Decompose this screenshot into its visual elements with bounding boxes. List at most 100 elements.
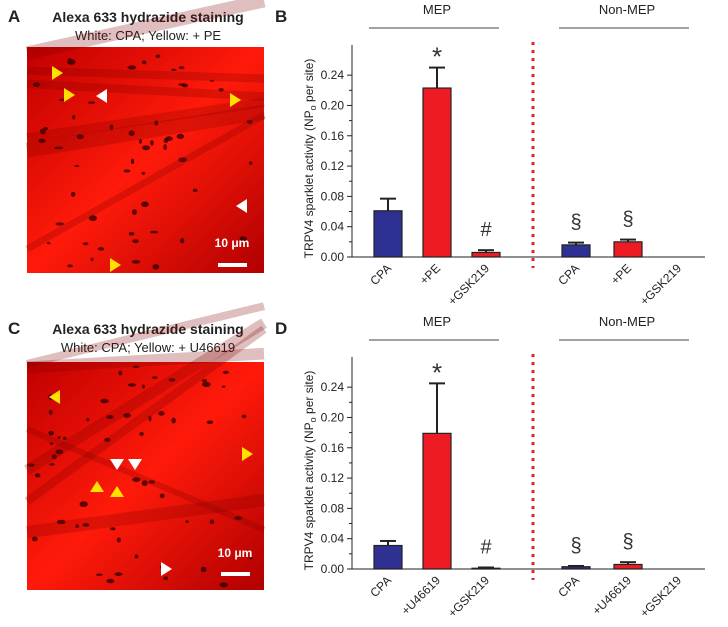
spot xyxy=(154,120,159,126)
spot xyxy=(185,520,189,524)
micrograph xyxy=(25,0,266,273)
spot xyxy=(149,230,159,234)
bar-label: * xyxy=(432,42,442,72)
spot xyxy=(82,242,89,246)
spot xyxy=(132,239,139,244)
spot xyxy=(127,383,137,387)
x-tick-label: CPA xyxy=(367,573,394,600)
spot xyxy=(32,536,38,542)
fiber xyxy=(26,79,265,101)
scale-bar xyxy=(218,263,247,267)
fiber xyxy=(24,318,267,475)
spot xyxy=(48,409,53,415)
spot xyxy=(176,133,185,139)
spot xyxy=(55,222,64,226)
y-axis-label: TRPV4 sparklet activity (NPo per site) xyxy=(302,371,318,571)
y-tick-label: 0.16 xyxy=(321,129,345,143)
spot xyxy=(55,449,64,455)
micrograph xyxy=(24,302,267,590)
spot xyxy=(72,115,76,120)
spot xyxy=(132,477,141,482)
y-tick-label: 0.00 xyxy=(321,250,345,264)
panel-title: Alexa 633 hydrazide staining xyxy=(52,9,243,25)
fiber xyxy=(26,66,265,83)
x-tick-label: +PE xyxy=(417,261,443,287)
panel-letter: A xyxy=(8,7,20,26)
spot xyxy=(148,480,156,484)
spot xyxy=(239,236,247,241)
y-tick-label: 0.00 xyxy=(321,562,345,576)
spot xyxy=(201,379,208,383)
spot xyxy=(32,82,41,88)
panel-title: Alexa 633 hydrazide staining xyxy=(52,321,243,337)
y-axis-label-part: per site) xyxy=(302,371,316,418)
bar xyxy=(613,241,643,258)
x-tick-label: CPA xyxy=(555,573,582,600)
spot xyxy=(138,138,142,144)
spot xyxy=(97,247,105,251)
y-tick-label: 0.04 xyxy=(321,532,345,546)
bar xyxy=(561,566,591,570)
y-axis-label: TRPV4 sparklet activity (NPo per site) xyxy=(302,59,318,259)
spot xyxy=(114,572,123,576)
spot xyxy=(104,437,111,442)
spot xyxy=(163,144,167,151)
spot xyxy=(54,146,64,150)
spot xyxy=(201,381,211,387)
spot xyxy=(210,79,215,82)
fiber xyxy=(26,302,265,368)
spot xyxy=(132,365,140,369)
x-tick-label: +GSK219 xyxy=(637,573,684,620)
spot xyxy=(171,417,176,424)
x-tick-label: +U46619 xyxy=(590,573,635,618)
spot xyxy=(219,582,228,588)
panel-subtitle: White: CPA; Yellow: + U46619 xyxy=(61,340,235,355)
spot xyxy=(158,411,165,416)
arrow xyxy=(236,199,247,213)
spot xyxy=(86,417,90,422)
spot xyxy=(241,414,247,419)
spot xyxy=(56,519,66,525)
spot xyxy=(48,430,55,436)
y-axis-label-part: TRPV4 sparklet activity (NP xyxy=(302,422,316,570)
spot xyxy=(209,519,215,524)
x-tick-label: +GSK219 xyxy=(445,261,492,308)
y-axis-label-part: o xyxy=(308,417,318,422)
spot xyxy=(49,442,54,445)
spot xyxy=(192,188,198,193)
bar xyxy=(561,244,591,258)
x-tick-label: CPA xyxy=(555,261,582,288)
group-label: Non-MEP xyxy=(599,2,655,17)
spot xyxy=(234,516,243,520)
arrow xyxy=(96,89,107,103)
spot xyxy=(67,264,73,268)
fiber xyxy=(25,426,266,533)
y-tick-label: 0.20 xyxy=(321,410,345,424)
spot xyxy=(131,209,137,215)
bar-label: § xyxy=(622,531,633,553)
arrow xyxy=(49,390,60,404)
y-tick-label: 0.12 xyxy=(321,471,345,485)
panel-subtitle: White: CPA; Yellow: + PE xyxy=(75,28,221,43)
spot xyxy=(150,140,154,146)
x-tick-label: +U46619 xyxy=(399,573,444,618)
arrow xyxy=(64,88,75,102)
spot xyxy=(130,158,135,165)
bar-label: § xyxy=(570,535,581,557)
spot xyxy=(34,473,41,478)
spot xyxy=(131,259,141,264)
bar xyxy=(373,544,403,570)
spot xyxy=(106,415,114,419)
spot xyxy=(139,431,144,437)
spot xyxy=(128,130,135,137)
group-label: Non-MEP xyxy=(599,314,655,329)
fiber xyxy=(26,97,265,143)
fiber xyxy=(25,104,266,158)
spot xyxy=(163,576,169,580)
bar xyxy=(422,432,452,570)
bar-label: § xyxy=(570,212,581,234)
spot xyxy=(165,136,173,141)
arrow xyxy=(52,66,63,80)
spot xyxy=(57,436,61,440)
spot xyxy=(39,128,46,135)
